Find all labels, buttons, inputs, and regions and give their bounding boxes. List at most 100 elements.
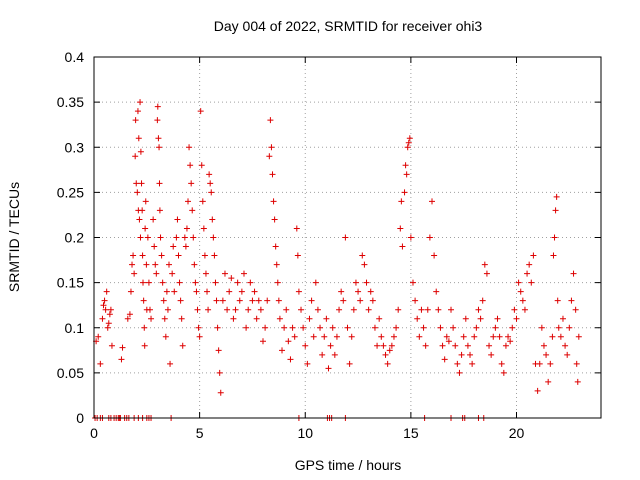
data-point [526, 261, 533, 268]
data-point [143, 261, 150, 268]
data-point [462, 315, 469, 322]
data-point [247, 279, 254, 286]
data-point [572, 306, 579, 313]
data-point [467, 351, 474, 358]
data-point [519, 297, 526, 304]
data-point [253, 315, 260, 322]
data-point [398, 198, 405, 205]
x-tick-label: 0 [90, 425, 98, 441]
data-point [272, 243, 279, 250]
y-tick-label: 0.2 [65, 230, 85, 246]
data-point [127, 288, 134, 295]
data-point [132, 153, 139, 160]
x-tick-label: 5 [196, 425, 204, 441]
data-point [217, 389, 224, 396]
data-point [179, 342, 186, 349]
data-point [416, 333, 423, 340]
data-point [336, 306, 343, 313]
data-point [395, 306, 402, 313]
data-point [140, 297, 147, 304]
data-point [167, 360, 174, 367]
data-point [195, 324, 202, 331]
data-point [150, 216, 157, 223]
data-point [240, 270, 247, 277]
data-point [559, 315, 566, 322]
data-point [471, 333, 478, 340]
data-point [552, 207, 559, 214]
data-point [208, 189, 215, 196]
y-axis-label: SRMTID / TECUs [6, 182, 22, 292]
data-point [165, 261, 172, 268]
data-point [177, 297, 184, 304]
data-point [156, 207, 163, 214]
data-point [151, 243, 158, 250]
data-point [479, 297, 486, 304]
data-point [502, 342, 509, 349]
data-point [119, 344, 126, 351]
data-point [359, 252, 366, 259]
data-point [386, 347, 393, 354]
data-point [206, 171, 213, 178]
data-point [454, 360, 461, 367]
data-point [186, 144, 193, 151]
data-point [212, 279, 219, 286]
data-point [564, 351, 571, 358]
data-point [192, 279, 199, 286]
data-point [310, 333, 317, 340]
data-point [374, 342, 381, 349]
data-point [285, 338, 292, 345]
data-point [101, 297, 108, 304]
data-point [505, 333, 512, 340]
data-point [367, 288, 374, 295]
data-point [271, 216, 278, 223]
data-point [409, 279, 416, 286]
y-tick-label: 0.1 [65, 320, 85, 336]
data-point [200, 225, 207, 232]
data-point [283, 306, 290, 313]
data-point [139, 252, 146, 259]
data-point [528, 279, 535, 286]
data-point [251, 288, 258, 295]
data-point [422, 342, 429, 349]
data-point [554, 297, 561, 304]
data-point [104, 324, 111, 331]
data-point [234, 279, 241, 286]
data-point [148, 315, 155, 322]
data-point [209, 216, 216, 223]
y-tick-label: 0.05 [57, 365, 84, 381]
data-point [298, 306, 305, 313]
data-point [202, 270, 209, 277]
data-point [429, 198, 435, 205]
x-ticks: 0 5 10 15 20 [90, 57, 524, 441]
data-point [441, 356, 448, 363]
data-point [458, 351, 465, 358]
data-point [182, 243, 189, 250]
data-point [144, 234, 151, 241]
data-point [460, 333, 467, 340]
data-point [257, 306, 264, 313]
data-point [566, 324, 573, 331]
data-point [160, 297, 167, 304]
data-point [308, 297, 315, 304]
data-point [393, 324, 400, 331]
data-point [289, 324, 296, 331]
data-point [185, 198, 192, 205]
data-point [197, 108, 204, 115]
data-point [171, 288, 178, 295]
data-point [521, 306, 528, 313]
data-point [325, 365, 332, 372]
data-point [570, 270, 577, 277]
data-point [193, 288, 200, 295]
data-point [281, 324, 288, 331]
data-point [323, 315, 330, 322]
data-point [139, 207, 146, 214]
data-point [412, 297, 419, 304]
data-point [174, 216, 181, 223]
data-point [158, 252, 165, 259]
data-point [439, 342, 446, 349]
data-point [176, 279, 183, 286]
data-point [228, 275, 235, 282]
data-point [306, 315, 313, 322]
data-point [406, 135, 413, 142]
chart-title: Day 004 of 2022, SRMTID for receiver ohi… [214, 18, 483, 34]
